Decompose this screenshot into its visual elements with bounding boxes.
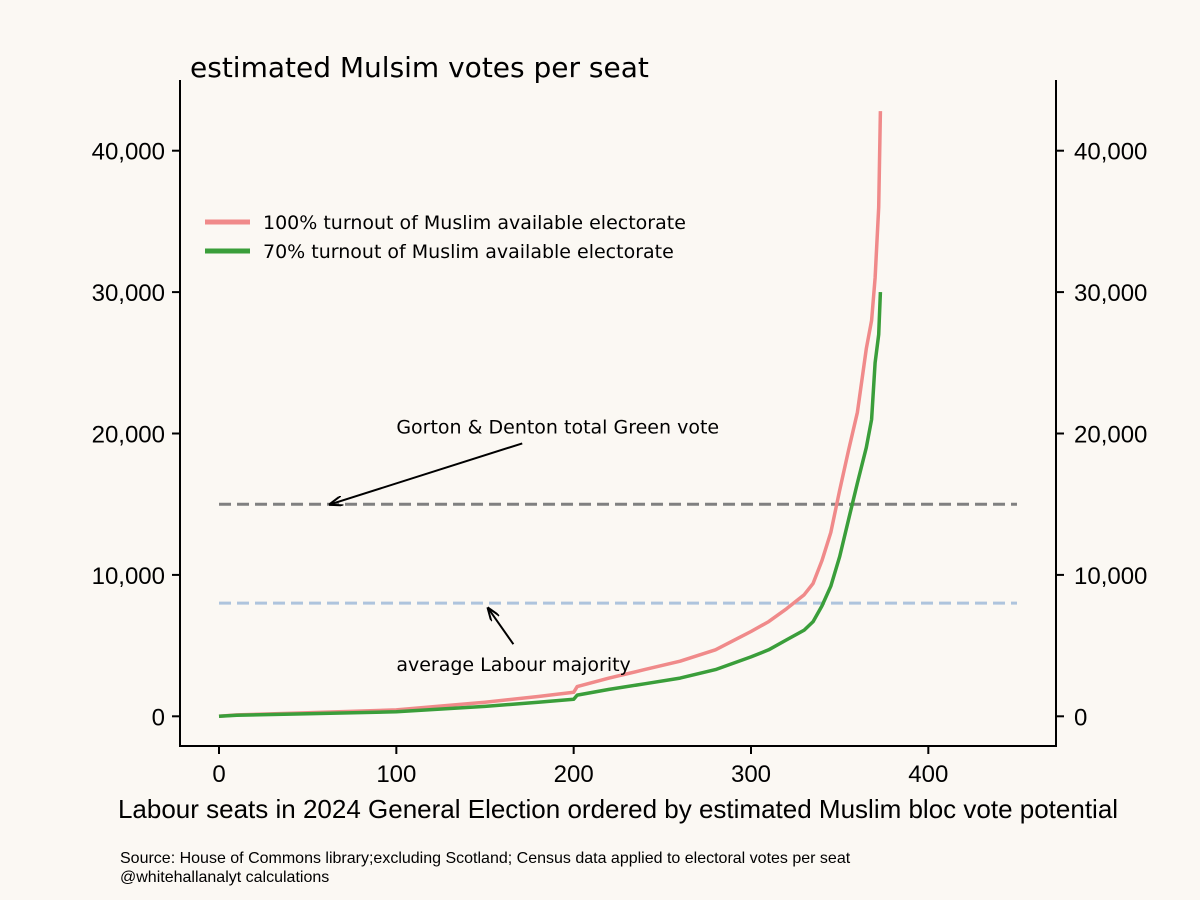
annotations: Gorton & Denton total Green vote average … xyxy=(331,417,719,676)
x-tick-label: 0 xyxy=(212,761,225,788)
x-ticks: 0 100 200 300 400 xyxy=(212,746,948,788)
series-line xyxy=(218,111,883,719)
legend-label: 100% turnout of Muslim available elector… xyxy=(263,212,686,234)
x-tick-label: 400 xyxy=(908,761,948,788)
series-lines xyxy=(218,111,883,719)
series-line xyxy=(218,292,883,719)
y-tick-label-right: 20,000 xyxy=(1074,422,1147,449)
y-tick-label-right: 10,000 xyxy=(1074,563,1147,590)
legend-label: 70% turnout of Muslim available electora… xyxy=(263,241,674,263)
legend: 100% turnout of Muslim available elector… xyxy=(205,212,686,263)
annotation-arrow xyxy=(331,442,523,504)
annotation-arrow xyxy=(489,609,515,645)
source-note: Source: House of Commons library;excludi… xyxy=(120,850,851,867)
x-tick-label: 300 xyxy=(731,761,771,788)
y-tick-label-right: 30,000 xyxy=(1074,280,1147,307)
y-tick-label-left: 40,000 xyxy=(92,139,165,166)
reference-lines xyxy=(219,502,1017,605)
y-tick-label-left: 20,000 xyxy=(92,422,165,449)
y-tick-label-left: 30,000 xyxy=(92,280,165,307)
x-axis-label: Labour seats in 2024 General Election or… xyxy=(118,794,1118,824)
credit-note: @whitehallanalyt calculations xyxy=(120,869,329,886)
chart-title: estimated Mulsim votes per seat xyxy=(190,51,649,84)
annotation-text: Gorton & Denton total Green vote xyxy=(396,417,719,439)
y-ticks: 0 0 10,000 10,000 20,000 20,000 30,000 30,000 40… xyxy=(92,139,1148,732)
y-tick-label-right: 0 xyxy=(1074,704,1087,731)
y-tick-label-left: 10,000 xyxy=(92,563,165,590)
y-tick-label-left: 0 xyxy=(152,704,165,731)
x-tick-label: 200 xyxy=(554,761,594,788)
y-tick-label-right: 40,000 xyxy=(1074,139,1147,166)
annotation-text: average Labour majority xyxy=(396,654,630,676)
x-tick-label: 100 xyxy=(376,761,416,788)
